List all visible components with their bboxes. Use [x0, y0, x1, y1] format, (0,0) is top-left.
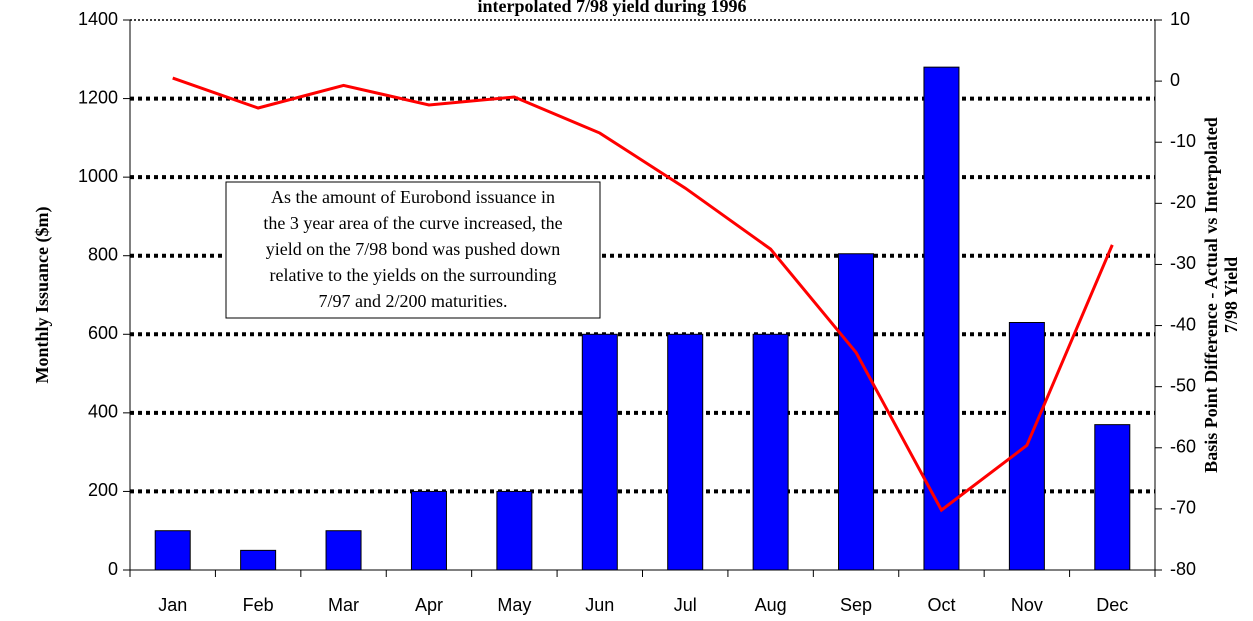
y2-tick-label: 0	[1170, 70, 1180, 90]
bar	[240, 549, 277, 571]
annotation-box	[225, 181, 601, 319]
bar	[1094, 424, 1131, 571]
bar	[752, 333, 789, 571]
bar	[581, 333, 618, 571]
bar	[325, 530, 362, 571]
y2-axis-label: Basis Point Difference - Actual vs Inter…	[1201, 117, 1221, 473]
y2-tick-label: 10	[1170, 9, 1190, 29]
x-tick-label: Jul	[674, 595, 697, 615]
x-tick-label: Mar	[328, 595, 359, 615]
y-tick-label: 1200	[78, 87, 118, 107]
x-tick-label: Nov	[1011, 595, 1043, 615]
y2-tick-label: -10	[1170, 131, 1196, 151]
x-tick-label: Apr	[415, 595, 443, 615]
bar	[838, 253, 875, 571]
line	[172, 76, 1114, 513]
y-tick-label: 600	[88, 323, 118, 343]
annotation: As the amount of Eurobond issuance in	[271, 187, 555, 207]
y-tick-label: 1000	[78, 166, 118, 186]
y2-tick-label: -70	[1170, 498, 1196, 518]
x-tick-label: Jun	[585, 595, 614, 615]
y-tick-label: 0	[108, 559, 118, 579]
y-tick-label: 400	[88, 402, 118, 422]
y-tick-label: 200	[88, 480, 118, 500]
y-tick-label: 1400	[78, 9, 118, 29]
annotation: yield on the 7/98 bond was pushed down	[266, 239, 560, 259]
y-tick-label: 800	[88, 244, 118, 264]
x-tick-label: Oct	[927, 595, 955, 615]
bar	[410, 490, 447, 571]
y2-tick-label: -80	[1170, 559, 1196, 579]
x-tick-label: May	[497, 595, 531, 615]
x-tick-label: Feb	[243, 595, 274, 615]
x-tick-label: Jan	[158, 595, 187, 615]
x-tick-label: Aug	[755, 595, 787, 615]
bar	[154, 530, 191, 571]
chart-title: interpolated 7/98 yield during 1996	[477, 0, 746, 16]
x-tick-label: Dec	[1096, 595, 1128, 615]
y2-tick-label: -50	[1170, 375, 1196, 395]
annotation: 7/97 and 2/200 maturities.	[319, 291, 508, 311]
y2-tick-label: -20	[1170, 192, 1196, 212]
annotation: relative to the yields on the surroundin…	[270, 265, 557, 285]
annotation: the 3 year area of the curve increased, …	[263, 213, 562, 233]
y2-tick-label: -30	[1170, 253, 1196, 273]
y-axis-label: Monthly Issuance ($m)	[32, 206, 53, 383]
x-tick-label: Sep	[840, 595, 872, 615]
bar	[496, 490, 533, 571]
y2-axis-label: 7/98 Yield	[1221, 257, 1241, 333]
y2-tick-label: -40	[1170, 314, 1196, 334]
bar	[923, 66, 960, 571]
bar	[667, 333, 704, 571]
y2-tick-label: -60	[1170, 437, 1196, 457]
